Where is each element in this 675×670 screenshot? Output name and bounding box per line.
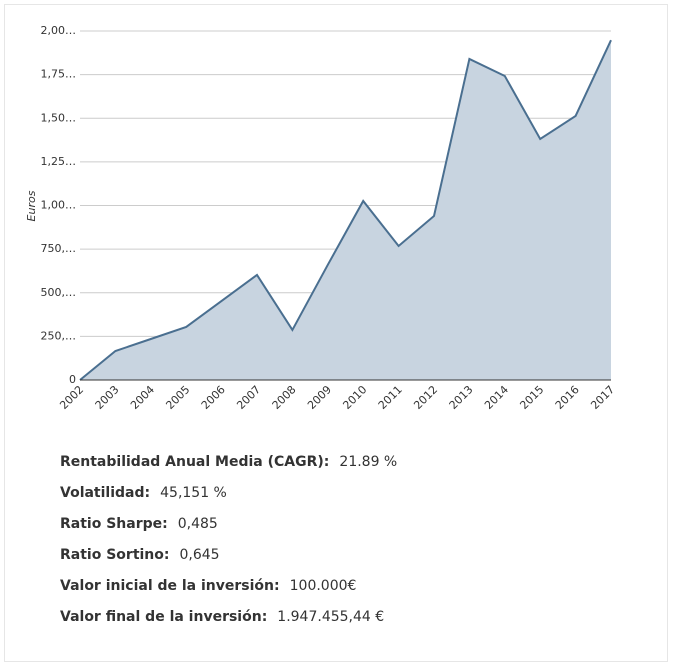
stat-row: Ratio Sortino: 0,645 bbox=[60, 543, 397, 574]
stat-value: 21.89 % bbox=[339, 454, 398, 470]
stat-label: Valor final de la inversión: bbox=[60, 609, 268, 625]
stat-label: Valor inicial de la inversión: bbox=[60, 578, 280, 594]
stat-label: Ratio Sharpe: bbox=[60, 516, 168, 532]
stat-row: Ratio Sharpe: 0,485 bbox=[60, 512, 397, 543]
y-tick-label: 250,… bbox=[41, 329, 77, 342]
stat-value: 100.000€ bbox=[289, 578, 357, 594]
x-tick-label: 2003 bbox=[93, 383, 122, 412]
stat-row: Rentabilidad Anual Media (CAGR): 21.89 % bbox=[60, 450, 397, 481]
area bbox=[80, 40, 611, 381]
y-tick-label: 2,00… bbox=[41, 24, 77, 37]
x-tick-label: 2017 bbox=[588, 383, 617, 412]
y-tick-label: 500,… bbox=[41, 286, 77, 299]
x-tick-label: 2002 bbox=[57, 383, 86, 412]
x-tick-label: 2010 bbox=[340, 383, 369, 412]
stats: Rentabilidad Anual Media (CAGR): 21.89 % V… bbox=[60, 450, 397, 636]
panel bbox=[4, 4, 668, 662]
line bbox=[79, 39, 612, 381]
y-tick-label: 0 bbox=[69, 373, 76, 386]
x-tick-label: 2011 bbox=[376, 383, 405, 412]
y-tick-label: 1,75… bbox=[41, 68, 77, 81]
x-tick-label: 2014 bbox=[482, 383, 511, 412]
x-tick-label: 2008 bbox=[270, 383, 299, 412]
stat-row: Valor final de la inversión: 1.947.455,44… bbox=[60, 605, 397, 636]
x-tick-label: 2013 bbox=[447, 383, 476, 412]
y-axis-label: Euros bbox=[25, 190, 38, 221]
stat-label: Ratio Sortino: bbox=[60, 547, 170, 563]
y-tick-label: 750,… bbox=[41, 242, 77, 255]
stat-value: 1.947.455,44 € bbox=[277, 609, 385, 625]
x-tick-label: 2005 bbox=[163, 383, 192, 412]
x-tick-label: 2015 bbox=[517, 383, 546, 412]
y-tick-label: 1,25… bbox=[41, 155, 77, 168]
stat-value: 0,645 bbox=[179, 547, 220, 563]
stat-row: Volatilidad: 45,151 % bbox=[60, 481, 397, 512]
x-tick-label: 2004 bbox=[128, 383, 157, 412]
stat-value: 0,485 bbox=[177, 516, 218, 532]
y-tick-label: 1,00… bbox=[41, 199, 77, 212]
stat-row: Valor inicial de la inversión: 100.000€ bbox=[60, 574, 397, 605]
chart: Euros 0 250,… 500,… 750,… 1,00… 1,25… 1,50… 1,7… bbox=[25, 24, 617, 412]
x-tick-label: 2006 bbox=[199, 383, 228, 412]
x-tick-label: 2007 bbox=[234, 383, 263, 412]
stat-label: Volatilidad: bbox=[60, 485, 151, 501]
x-tick-label: 2016 bbox=[553, 383, 582, 412]
x-tick-label: 2012 bbox=[411, 383, 440, 412]
stat-label: Rentabilidad Anual Media (CAGR): bbox=[60, 454, 330, 470]
x-tick-label: 2009 bbox=[305, 383, 334, 412]
stat-value: 45,151 % bbox=[160, 485, 227, 501]
y-tick-label: 1,50… bbox=[41, 111, 77, 124]
